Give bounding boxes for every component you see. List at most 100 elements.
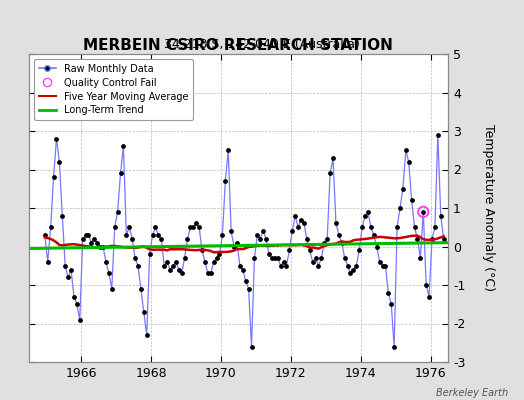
Point: [341, 255, 349, 261]
Point: [436, 212, 445, 219]
Point: [399, 186, 407, 192]
Point: [49, 174, 58, 180]
Point: [105, 270, 113, 277]
Point: [369, 232, 378, 238]
Point: [47, 224, 55, 230]
Point: [332, 220, 340, 226]
Point: [253, 232, 261, 238]
Point: [323, 236, 331, 242]
Point: [297, 216, 305, 223]
Point: [405, 158, 413, 165]
Point: [434, 132, 442, 138]
Point: [43, 259, 52, 265]
Point: [58, 212, 67, 219]
Point: [343, 262, 352, 269]
Point: [206, 270, 215, 277]
Point: [408, 197, 416, 204]
Point: [233, 240, 241, 246]
Point: [401, 147, 410, 154]
Point: [282, 262, 291, 269]
Point: [166, 266, 174, 273]
Point: [265, 251, 273, 258]
Point: [270, 255, 279, 261]
Point: [212, 255, 221, 261]
Point: [346, 270, 355, 277]
Point: [55, 158, 63, 165]
Point: [224, 147, 233, 154]
Point: [119, 143, 128, 150]
Point: [131, 255, 139, 261]
Point: [384, 290, 392, 296]
Point: [294, 224, 302, 230]
Point: [355, 247, 364, 254]
Point: [116, 170, 125, 176]
Point: [192, 220, 200, 226]
Point: [317, 255, 325, 261]
Point: [52, 136, 61, 142]
Point: [87, 240, 95, 246]
Point: [329, 155, 337, 161]
Point: [178, 270, 186, 277]
Point: [274, 255, 282, 261]
Point: [375, 259, 384, 265]
Point: [387, 301, 396, 308]
Point: [326, 170, 334, 176]
Point: [137, 286, 145, 292]
Point: [250, 255, 259, 261]
Text: Berkeley Earth: Berkeley Earth: [436, 388, 508, 398]
Point: [201, 259, 209, 265]
Point: [378, 262, 387, 269]
Point: [393, 224, 401, 230]
Point: [311, 255, 320, 261]
Point: [288, 228, 297, 234]
Point: [210, 259, 218, 265]
Point: [189, 224, 198, 230]
Point: [268, 255, 276, 261]
Point: [242, 278, 250, 284]
Point: [163, 259, 171, 265]
Point: [422, 282, 430, 288]
Point: [169, 262, 177, 269]
Point: [428, 236, 436, 242]
Point: [128, 236, 136, 242]
Point: [180, 255, 189, 261]
Point: [285, 247, 293, 254]
Point: [337, 240, 346, 246]
Point: [320, 240, 329, 246]
Point: [157, 236, 166, 242]
Point: [416, 255, 424, 261]
Point: [335, 232, 343, 238]
Point: [277, 262, 285, 269]
Point: [81, 232, 90, 238]
Point: [238, 266, 247, 273]
Point: [431, 224, 439, 230]
Point: [111, 224, 119, 230]
Point: [410, 224, 419, 230]
Point: [361, 212, 369, 219]
Point: [367, 224, 375, 230]
Point: [256, 236, 265, 242]
Point: [172, 259, 180, 265]
Point: [195, 224, 203, 230]
Point: [61, 262, 69, 269]
Point: [262, 236, 270, 242]
Point: [148, 232, 157, 238]
Y-axis label: Temperature Anomaly (°C): Temperature Anomaly (°C): [482, 124, 495, 292]
Point: [247, 343, 256, 350]
Point: [125, 224, 134, 230]
Point: [349, 266, 357, 273]
Point: [151, 224, 160, 230]
Point: [227, 228, 235, 234]
Point: [183, 236, 192, 242]
Point: [236, 262, 244, 269]
Point: [358, 224, 366, 230]
Point: [309, 259, 317, 265]
Point: [440, 236, 448, 242]
Point: [90, 236, 99, 242]
Point: [230, 243, 238, 250]
Point: [303, 236, 311, 242]
Point: [73, 301, 81, 308]
Point: [160, 262, 168, 269]
Point: [99, 243, 107, 250]
Point: [107, 286, 116, 292]
